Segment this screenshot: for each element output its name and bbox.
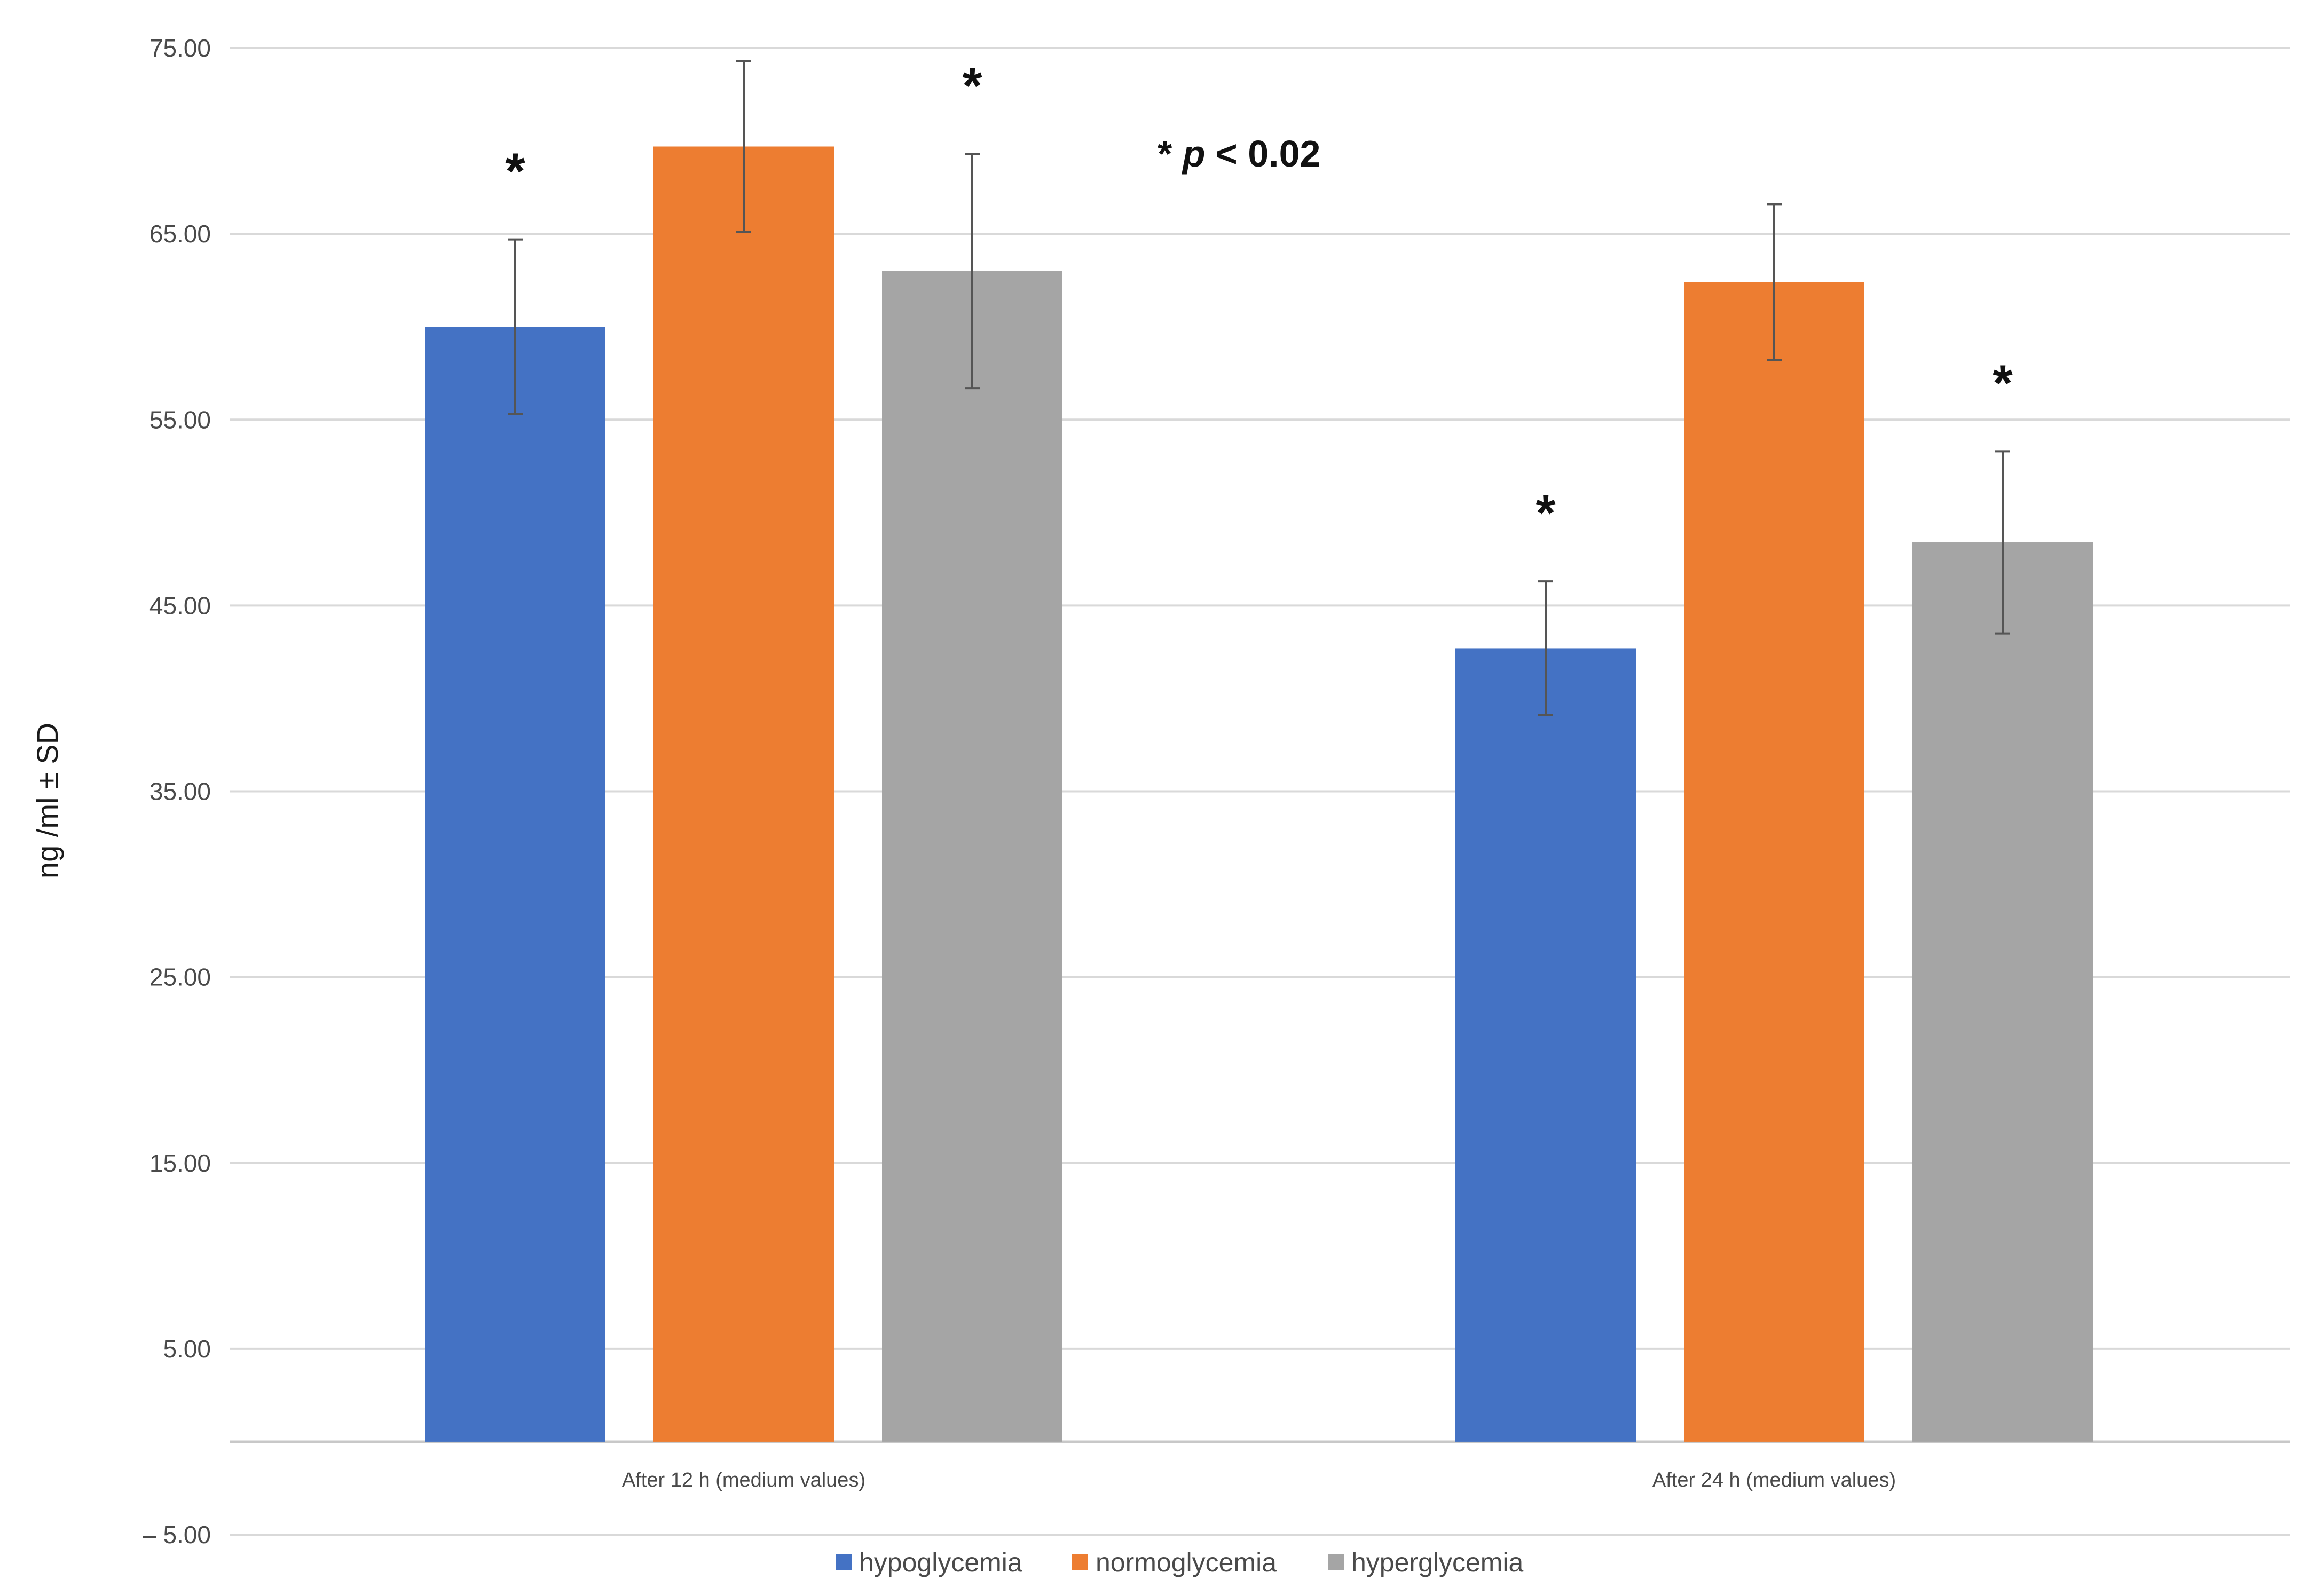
y-axis-label: ng /ml ± SD [30,723,64,879]
legend-swatch [1072,1554,1088,1570]
error-bar-hypoglycemia-12h [508,238,523,415]
legend-item-hyperglycemia: hyperglycemia [1328,1547,1524,1577]
legend: hypoglycemia normoglycemia hyperglycemia [836,1547,1524,1577]
significance-star: * [1536,485,1556,542]
y-tick-label: 55.00 [149,406,211,433]
y-tick-label: 5.00 [163,1335,211,1363]
bar-normoglycemia-12h [653,146,834,1442]
significance-star: * [962,57,982,114]
y-tick-label: 35.00 [149,778,211,805]
legend-label: normoglycemia [1096,1547,1277,1577]
error-bar-normoglycemia-24h [1767,203,1782,361]
legend-swatch [836,1554,852,1570]
y-tick-label: 75.00 [149,34,211,62]
bars [425,146,2093,1442]
y-tick-label: 65.00 [149,220,211,248]
error-bar-hypoglycemia-24h [1538,580,1553,716]
y-tick-label: – 5.00 [143,1521,211,1548]
bar-normoglycemia-24h [1684,282,1864,1442]
legend-item-normoglycemia: normoglycemia [1072,1547,1277,1577]
y-tick-label: 45.00 [149,591,211,619]
y-tick-label: 15.00 [149,1149,211,1177]
annotation-threshold: < 0.02 [1216,133,1321,175]
significance-stars: * * * * [505,57,2013,542]
error-bar-hyperglycemia-12h [965,153,980,390]
legend-label: hypoglycemia [859,1547,1022,1577]
significance-star: * [505,143,525,200]
annotation-star: * [1158,133,1172,175]
error-bars [508,60,2010,716]
y-tick-label: 25.00 [149,963,211,991]
bar-hyperglycemia-12h [882,271,1062,1442]
bar-hypoglycemia-12h [425,327,605,1442]
error-bar-normoglycemia-12h [736,60,751,233]
annotation-p-symbol: p [1182,133,1206,175]
legend-swatch [1328,1554,1344,1570]
bar-hyperglycemia-24h [1912,542,2093,1442]
y-axis-ticks: – 5.00 5.00 15.00 25.00 35.00 45.00 55.00 65.00… [143,34,211,1548]
error-bar-hyperglycemia-24h [1995,450,2010,635]
bar-hypoglycemia-24h [1455,648,1636,1442]
significance-star: * [1993,354,2013,412]
p-value-annotation: * p < 0.02 [1158,133,1321,175]
legend-label: hyperglycemia [1351,1547,1524,1577]
legend-item-hypoglycemia: hypoglycemia [836,1547,1022,1577]
x-category-label: After 12 h (medium values) [622,1469,865,1491]
category-labels: After 12 h (medium values) After 24 h (me… [622,1469,1896,1491]
x-category-label: After 24 h (medium values) [1652,1469,1896,1491]
